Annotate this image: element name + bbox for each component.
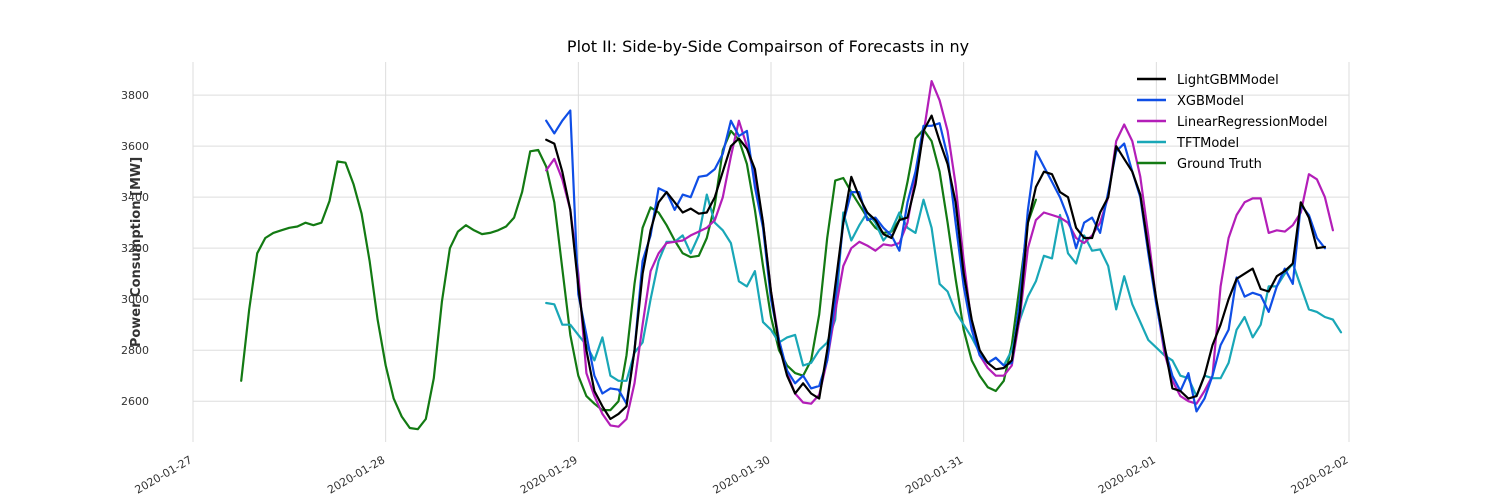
series-line-ground-truth <box>240 128 1038 431</box>
y-tick-label: 3800 <box>121 89 149 102</box>
series-line-xgbmodel <box>545 109 1327 413</box>
legend-label: TFTModel <box>1176 136 1239 151</box>
legend: LightGBMModel XGBModel LinearRegressionMod… <box>1137 73 1328 172</box>
legend-label: Ground Truth <box>1177 157 1262 172</box>
y-tick-label: 3000 <box>121 293 149 306</box>
chart-title: Plot II: Side-by-Side Compairson of Fore… <box>567 37 969 56</box>
y-axis-title: Power Consumption [MW] <box>129 157 144 347</box>
y-tick-label: 2600 <box>121 395 149 408</box>
series-lines <box>240 79 1343 431</box>
y-tick-labels: 2600 2800 3000 3200 3400 3600 3800 <box>121 89 149 408</box>
legend-label: LinearRegressionModel <box>1177 115 1328 130</box>
y-tick-label: 2800 <box>121 344 149 357</box>
y-tick-label: 3600 <box>121 140 149 153</box>
series-line-linearregressionmodel <box>545 79 1335 428</box>
series-line-lightgbmmodel <box>545 114 1327 421</box>
y-tick-label: 3200 <box>121 242 149 255</box>
series-line-tftmodel <box>545 193 1343 398</box>
legend-label: XGBModel <box>1177 94 1244 109</box>
y-tick-label: 3400 <box>121 191 149 204</box>
legend-label: LightGBMModel <box>1177 73 1279 88</box>
